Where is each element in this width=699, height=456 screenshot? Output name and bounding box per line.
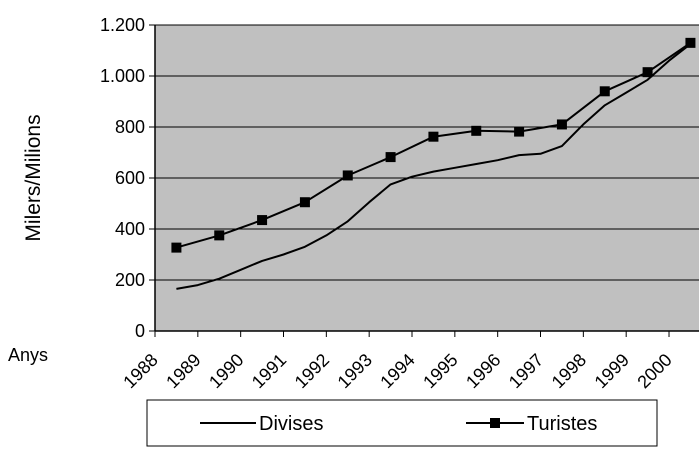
y-tick-labels: 0 200 400 600 800 1.000 1.200 [100, 15, 145, 341]
y-tick-label: 600 [115, 168, 145, 188]
data-point [471, 125, 482, 136]
y-tick-label: 1.000 [100, 66, 145, 86]
y-tick-label: 0 [135, 321, 145, 341]
legend-label-turistes: Turistes [527, 413, 597, 435]
data-point [214, 230, 225, 241]
legend-marker-turistes [490, 418, 500, 428]
x-tick-label: 1999 [591, 350, 633, 392]
x-tick-label: 1992 [291, 350, 333, 392]
data-point [685, 37, 696, 48]
x-tick-label: 1991 [248, 350, 290, 392]
x-tick-label: 2000 [633, 350, 675, 392]
data-point [428, 131, 439, 142]
data-point [599, 86, 610, 97]
x-tick-label: 1989 [162, 350, 204, 392]
legend: Divises Turistes [146, 399, 658, 447]
series-line-divises [176, 43, 692, 290]
series-layer [171, 37, 696, 290]
x-tick-label: 1995 [419, 350, 461, 392]
x-tick-label: 1988 [119, 350, 161, 392]
x-tick-label: 1997 [505, 350, 547, 392]
x-tick-labels: 1988 1989 1990 1991 1992 1993 1994 1995 1996 1997… [119, 350, 675, 392]
x-axis-label: Anys [8, 345, 48, 365]
x-tick-label: 1993 [334, 350, 376, 392]
y-tick-label: 800 [115, 117, 145, 137]
y-axis-label: Milers/Milions [22, 114, 45, 241]
y-tick-label: 1.200 [100, 15, 145, 35]
x-tick-label: 1994 [376, 350, 418, 392]
data-point [514, 126, 525, 137]
data-point [171, 242, 182, 253]
y-tick-label: 200 [115, 270, 145, 290]
data-point [257, 215, 268, 226]
y-tick-label: 400 [115, 219, 145, 239]
data-point [642, 67, 653, 78]
gridlines [149, 24, 699, 332]
x-tick-label: 1990 [205, 350, 247, 392]
axes [154, 25, 699, 337]
x-tick-label: 1998 [548, 350, 590, 392]
data-point [385, 152, 396, 163]
data-point [556, 119, 567, 130]
data-point [299, 197, 310, 208]
x-tick-label: 1996 [462, 350, 504, 392]
legend-label-divises: Divises [259, 413, 323, 435]
data-point [342, 170, 353, 181]
